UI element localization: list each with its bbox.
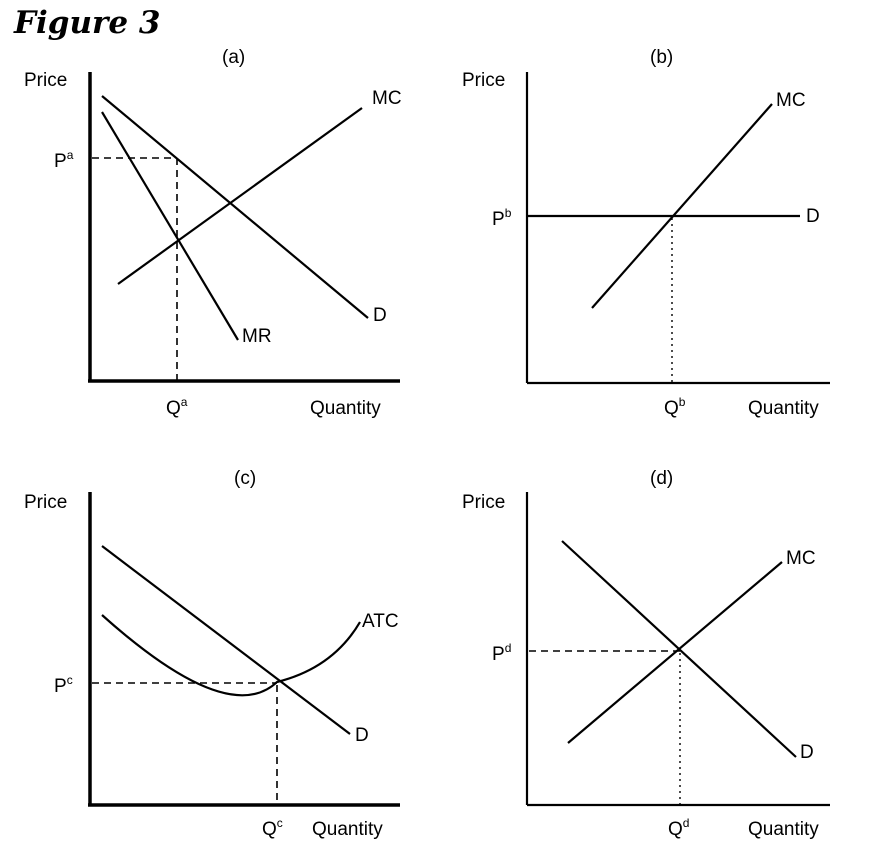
panel-a-mr-label: MR xyxy=(242,326,272,347)
panel-d-label: (d) xyxy=(650,468,673,489)
panel-b-mc-label: MC xyxy=(776,90,806,111)
panel-a-mc-curve xyxy=(117,107,363,285)
panel-d-d-label: D xyxy=(800,742,814,763)
panel-c-atc-label: ATC xyxy=(362,611,399,632)
panel-a-demand-curve xyxy=(101,95,369,319)
panel-d-quantity-label: Qd xyxy=(668,816,689,840)
panel-c-y-axis-label: Price xyxy=(24,492,67,513)
panel-a-quantity-label: Qa xyxy=(166,395,188,419)
panel-c-label: (c) xyxy=(234,468,256,489)
panel-c-d-label: D xyxy=(355,725,369,746)
panel-b-d-label: D xyxy=(806,206,820,227)
panel-b-price-label: Pb xyxy=(492,206,512,230)
panel-a-price-label: Pa xyxy=(54,148,74,172)
panel-a-label: (a) xyxy=(222,47,245,68)
panel-b-x-axis-label: Quantity xyxy=(748,398,819,419)
panel-d-mc-curve xyxy=(567,561,783,744)
panel-a: (a) Price Quantity MC MR D Pa Qa xyxy=(24,47,402,419)
panel-a-mc-label: MC xyxy=(372,88,402,109)
figure-title: Figure 3 xyxy=(13,5,160,41)
panel-d-y-axis-label: Price xyxy=(462,492,505,513)
panel-d-x-axis-label: Quantity xyxy=(748,819,819,840)
panel-a-d-label: D xyxy=(373,305,387,326)
panel-b-mc-curve xyxy=(591,103,773,309)
panel-c: (c) Price Quantity ATC D Pc Qc xyxy=(24,468,400,840)
panel-d: (d) Price Quantity MC D Pd Qd xyxy=(462,468,830,840)
panel-d-price-label: Pd xyxy=(492,641,511,665)
panel-d-mc-label: MC xyxy=(786,548,816,569)
panel-c-price-label: Pc xyxy=(54,673,73,697)
panel-c-atc-curve xyxy=(101,614,361,697)
panel-b-y-axis-label: Price xyxy=(462,70,505,91)
panel-c-demand-curve xyxy=(101,545,351,735)
panel-a-x-axis-label: Quantity xyxy=(310,398,381,419)
panel-a-y-axis-label: Price xyxy=(24,70,67,91)
panel-b-label: (b) xyxy=(650,47,673,68)
panel-c-quantity-label: Qc xyxy=(262,816,283,840)
panel-a-mr-curve xyxy=(101,111,239,341)
panel-b-quantity-label: Qb xyxy=(664,395,686,419)
panel-c-x-axis-label: Quantity xyxy=(312,819,383,840)
panel-b: (b) Price Quantity MC D Pb Qb xyxy=(462,47,830,419)
